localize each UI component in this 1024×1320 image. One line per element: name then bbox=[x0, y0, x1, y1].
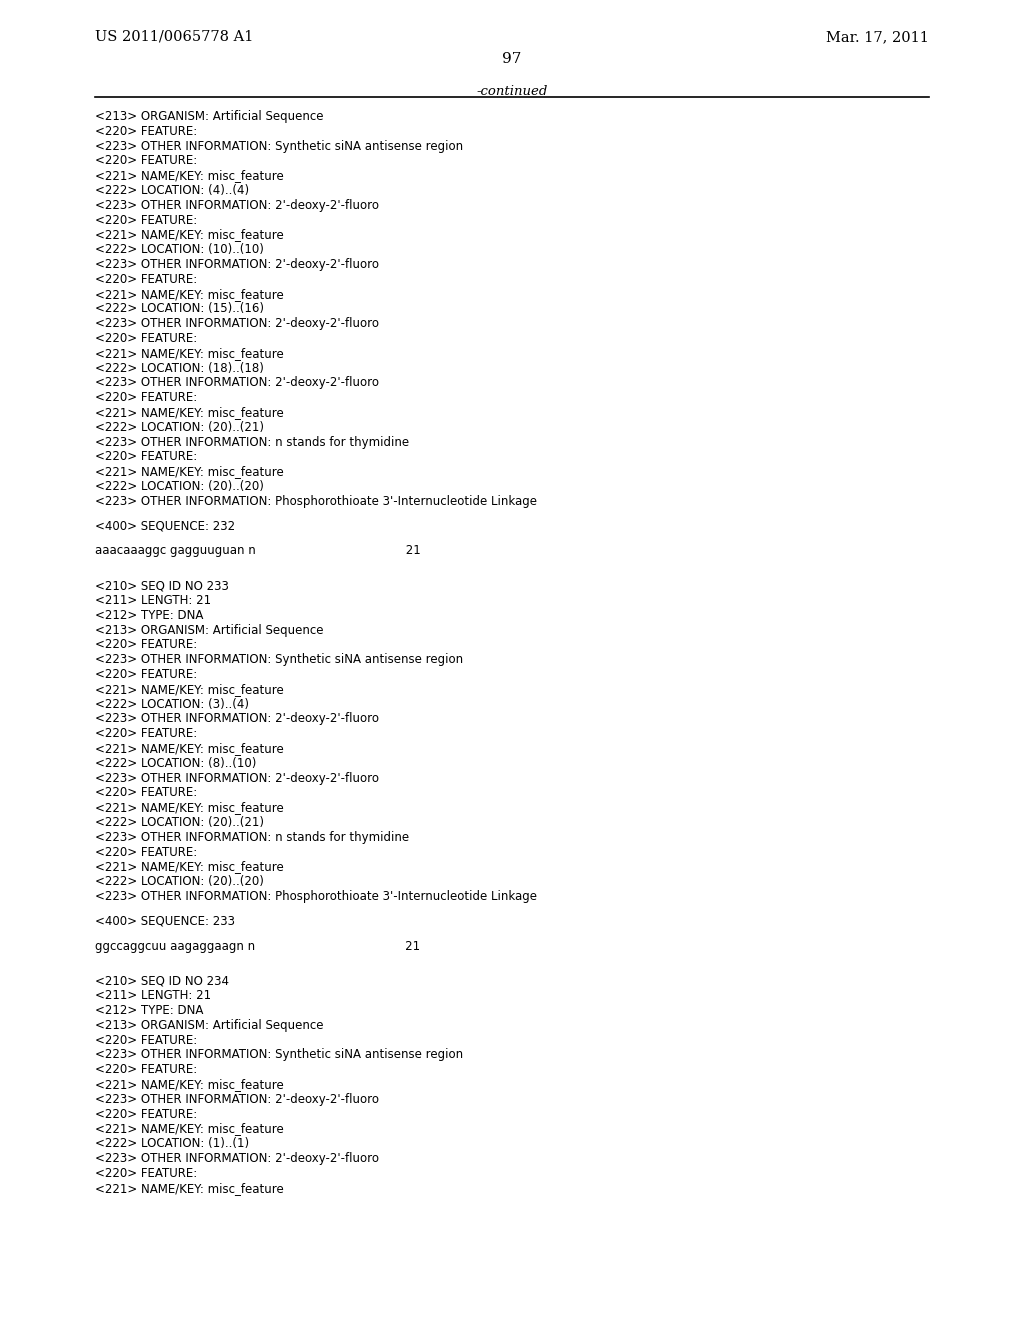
Text: <212> TYPE: DNA: <212> TYPE: DNA bbox=[95, 1005, 204, 1016]
Text: <221> NAME/KEY: misc_feature: <221> NAME/KEY: misc_feature bbox=[95, 682, 284, 696]
Text: <212> TYPE: DNA: <212> TYPE: DNA bbox=[95, 609, 204, 622]
Text: <220> FEATURE:: <220> FEATURE: bbox=[95, 214, 198, 227]
Text: <222> LOCATION: (3)..(4): <222> LOCATION: (3)..(4) bbox=[95, 697, 249, 710]
Text: <223> OTHER INFORMATION: Phosphorothioate 3'-Internucleotide Linkage: <223> OTHER INFORMATION: Phosphorothioat… bbox=[95, 495, 537, 508]
Text: <210> SEQ ID NO 233: <210> SEQ ID NO 233 bbox=[95, 579, 229, 593]
Text: 97: 97 bbox=[503, 51, 521, 66]
Text: <220> FEATURE:: <220> FEATURE: bbox=[95, 787, 198, 800]
Text: <223> OTHER INFORMATION: Synthetic siNA antisense region: <223> OTHER INFORMATION: Synthetic siNA … bbox=[95, 140, 463, 153]
Text: <223> OTHER INFORMATION: 2'-deoxy-2'-fluoro: <223> OTHER INFORMATION: 2'-deoxy-2'-flu… bbox=[95, 713, 379, 726]
Text: <213> ORGANISM: Artificial Sequence: <213> ORGANISM: Artificial Sequence bbox=[95, 1019, 324, 1032]
Text: <220> FEATURE:: <220> FEATURE: bbox=[95, 1063, 198, 1076]
Text: <221> NAME/KEY: misc_feature: <221> NAME/KEY: misc_feature bbox=[95, 169, 284, 182]
Text: aaacaaaggc gagguuguan n                                        21: aaacaaaggc gagguuguan n 21 bbox=[95, 544, 421, 557]
Text: <222> LOCATION: (18)..(18): <222> LOCATION: (18)..(18) bbox=[95, 362, 264, 375]
Text: <223> OTHER INFORMATION: Synthetic siNA antisense region: <223> OTHER INFORMATION: Synthetic siNA … bbox=[95, 653, 463, 667]
Text: <223> OTHER INFORMATION: 2'-deoxy-2'-fluoro: <223> OTHER INFORMATION: 2'-deoxy-2'-flu… bbox=[95, 199, 379, 211]
Text: <220> FEATURE:: <220> FEATURE: bbox=[95, 727, 198, 741]
Text: <221> NAME/KEY: misc_feature: <221> NAME/KEY: misc_feature bbox=[95, 407, 284, 418]
Text: <222> LOCATION: (4)..(4): <222> LOCATION: (4)..(4) bbox=[95, 183, 249, 197]
Text: <221> NAME/KEY: misc_feature: <221> NAME/KEY: misc_feature bbox=[95, 861, 284, 874]
Text: <221> NAME/KEY: misc_feature: <221> NAME/KEY: misc_feature bbox=[95, 1181, 284, 1195]
Text: <222> LOCATION: (15)..(16): <222> LOCATION: (15)..(16) bbox=[95, 302, 264, 315]
Text: <222> LOCATION: (20)..(20): <222> LOCATION: (20)..(20) bbox=[95, 480, 264, 492]
Text: <211> LENGTH: 21: <211> LENGTH: 21 bbox=[95, 989, 211, 1002]
Text: <222> LOCATION: (1)..(1): <222> LOCATION: (1)..(1) bbox=[95, 1138, 249, 1150]
Text: <213> ORGANISM: Artificial Sequence: <213> ORGANISM: Artificial Sequence bbox=[95, 110, 324, 123]
Text: <221> NAME/KEY: misc_feature: <221> NAME/KEY: misc_feature bbox=[95, 1122, 284, 1135]
Text: <220> FEATURE:: <220> FEATURE: bbox=[95, 333, 198, 345]
Text: <220> FEATURE:: <220> FEATURE: bbox=[95, 1167, 198, 1180]
Text: <223> OTHER INFORMATION: 2'-deoxy-2'-fluoro: <223> OTHER INFORMATION: 2'-deoxy-2'-flu… bbox=[95, 772, 379, 784]
Text: <222> LOCATION: (20)..(20): <222> LOCATION: (20)..(20) bbox=[95, 875, 264, 888]
Text: <223> OTHER INFORMATION: Synthetic siNA antisense region: <223> OTHER INFORMATION: Synthetic siNA … bbox=[95, 1048, 463, 1061]
Text: US 2011/0065778 A1: US 2011/0065778 A1 bbox=[95, 30, 253, 44]
Text: <400> SEQUENCE: 232: <400> SEQUENCE: 232 bbox=[95, 520, 236, 532]
Text: <220> FEATURE:: <220> FEATURE: bbox=[95, 125, 198, 137]
Text: <213> ORGANISM: Artificial Sequence: <213> ORGANISM: Artificial Sequence bbox=[95, 623, 324, 636]
Text: <221> NAME/KEY: misc_feature: <221> NAME/KEY: misc_feature bbox=[95, 228, 284, 242]
Text: <220> FEATURE:: <220> FEATURE: bbox=[95, 154, 198, 168]
Text: <220> FEATURE:: <220> FEATURE: bbox=[95, 450, 198, 463]
Text: <221> NAME/KEY: misc_feature: <221> NAME/KEY: misc_feature bbox=[95, 347, 284, 360]
Text: <400> SEQUENCE: 233: <400> SEQUENCE: 233 bbox=[95, 915, 234, 928]
Text: <220> FEATURE:: <220> FEATURE: bbox=[95, 639, 198, 651]
Text: <223> OTHER INFORMATION: 2'-deoxy-2'-fluoro: <223> OTHER INFORMATION: 2'-deoxy-2'-flu… bbox=[95, 376, 379, 389]
Text: <223> OTHER INFORMATION: n stands for thymidine: <223> OTHER INFORMATION: n stands for th… bbox=[95, 436, 410, 449]
Text: <220> FEATURE:: <220> FEATURE: bbox=[95, 391, 198, 404]
Text: <210> SEQ ID NO 234: <210> SEQ ID NO 234 bbox=[95, 974, 229, 987]
Text: <223> OTHER INFORMATION: Phosphorothioate 3'-Internucleotide Linkage: <223> OTHER INFORMATION: Phosphorothioat… bbox=[95, 890, 537, 903]
Text: -continued: -continued bbox=[476, 84, 548, 98]
Text: <221> NAME/KEY: misc_feature: <221> NAME/KEY: misc_feature bbox=[95, 288, 284, 301]
Text: <221> NAME/KEY: misc_feature: <221> NAME/KEY: misc_feature bbox=[95, 742, 284, 755]
Text: Mar. 17, 2011: Mar. 17, 2011 bbox=[826, 30, 929, 44]
Text: <211> LENGTH: 21: <211> LENGTH: 21 bbox=[95, 594, 211, 607]
Text: <220> FEATURE:: <220> FEATURE: bbox=[95, 1034, 198, 1047]
Text: <222> LOCATION: (10)..(10): <222> LOCATION: (10)..(10) bbox=[95, 243, 264, 256]
Text: <223> OTHER INFORMATION: 2'-deoxy-2'-fluoro: <223> OTHER INFORMATION: 2'-deoxy-2'-flu… bbox=[95, 317, 379, 330]
Text: <221> NAME/KEY: misc_feature: <221> NAME/KEY: misc_feature bbox=[95, 801, 284, 814]
Text: <220> FEATURE:: <220> FEATURE: bbox=[95, 668, 198, 681]
Text: <222> LOCATION: (20)..(21): <222> LOCATION: (20)..(21) bbox=[95, 816, 264, 829]
Text: <222> LOCATION: (8)..(10): <222> LOCATION: (8)..(10) bbox=[95, 756, 256, 770]
Text: <220> FEATURE:: <220> FEATURE: bbox=[95, 846, 198, 858]
Text: <223> OTHER INFORMATION: n stands for thymidine: <223> OTHER INFORMATION: n stands for th… bbox=[95, 830, 410, 843]
Text: <222> LOCATION: (20)..(21): <222> LOCATION: (20)..(21) bbox=[95, 421, 264, 434]
Text: <223> OTHER INFORMATION: 2'-deoxy-2'-fluoro: <223> OTHER INFORMATION: 2'-deoxy-2'-flu… bbox=[95, 1093, 379, 1106]
Text: <221> NAME/KEY: misc_feature: <221> NAME/KEY: misc_feature bbox=[95, 465, 284, 478]
Text: ggccaggcuu aagaggaagn n                                        21: ggccaggcuu aagaggaagn n 21 bbox=[95, 940, 420, 953]
Text: <223> OTHER INFORMATION: 2'-deoxy-2'-fluoro: <223> OTHER INFORMATION: 2'-deoxy-2'-flu… bbox=[95, 257, 379, 271]
Text: <221> NAME/KEY: misc_feature: <221> NAME/KEY: misc_feature bbox=[95, 1078, 284, 1092]
Text: <220> FEATURE:: <220> FEATURE: bbox=[95, 273, 198, 286]
Text: <223> OTHER INFORMATION: 2'-deoxy-2'-fluoro: <223> OTHER INFORMATION: 2'-deoxy-2'-flu… bbox=[95, 1152, 379, 1166]
Text: <220> FEATURE:: <220> FEATURE: bbox=[95, 1107, 198, 1121]
